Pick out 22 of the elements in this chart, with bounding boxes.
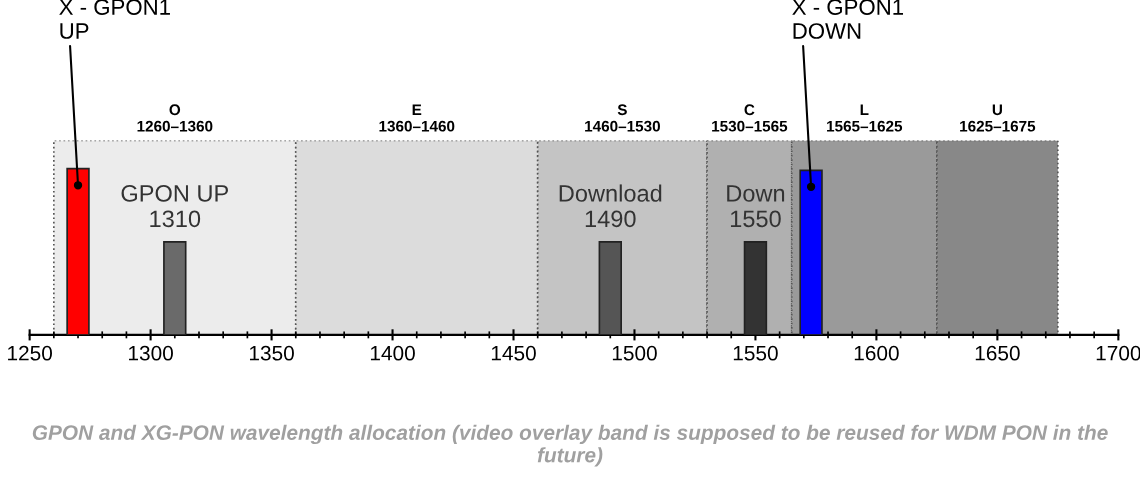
text: X - GPON1 DOWN — [792, 0, 904, 39]
x-tick-label: 1650 — [975, 345, 1020, 361]
band-label: C 1530–1565 — [712, 104, 788, 132]
band-label: E 1360–1460 — [379, 104, 455, 132]
annotation: Download 1490 — [559, 184, 662, 228]
x-tick-label: 1550 — [733, 345, 778, 361]
x-tick-label: 1700 — [1096, 345, 1140, 361]
band-label: U 1625–1675 — [960, 104, 1036, 132]
annotation: GPON UP 1310 — [121, 185, 228, 228]
text: X - GPON1 UP — [59, 0, 170, 39]
annotation: Down 1550 — [727, 185, 785, 228]
x-tick-label: 1250 — [8, 345, 52, 361]
band-label: O 1260–1360 — [137, 104, 213, 132]
x-tick-label: 1350 — [249, 345, 294, 361]
x-tick-label: 1300 — [129, 345, 173, 361]
text: GPON and XG-PON wavelength allocation (video overlay band is supposed to be reused for WDM PON in the future) — [32, 424, 1108, 467]
band-label: L 1565–1625 — [827, 104, 903, 132]
x-tick-label: 1450 — [491, 345, 536, 361]
x-tick-label: 1600 — [854, 345, 899, 361]
band-label: S 1460–1530 — [585, 104, 660, 132]
x-tick-label: 1400 — [370, 345, 415, 361]
x-tick-label: 1500 — [612, 345, 657, 361]
